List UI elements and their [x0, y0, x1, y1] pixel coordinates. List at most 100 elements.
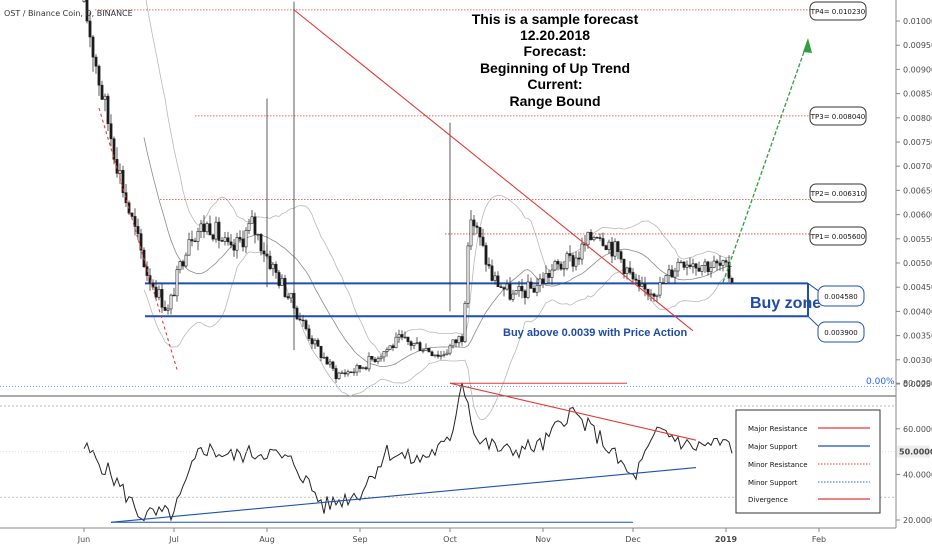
candle-down	[160, 289, 164, 308]
candle-down	[529, 281, 533, 289]
candle-up	[157, 289, 161, 298]
candle-down	[268, 255, 272, 270]
candle-up	[388, 345, 392, 350]
forecast-line: This is a sample forecast	[472, 11, 639, 27]
candle-up	[709, 267, 713, 273]
candle-up	[199, 223, 203, 232]
candle-up	[574, 257, 578, 267]
candle-up	[244, 230, 248, 248]
candle-down	[331, 361, 335, 369]
candle-down	[400, 334, 404, 338]
candle-up	[517, 286, 521, 291]
candle-down	[391, 345, 395, 349]
candle-up	[712, 260, 716, 268]
candle-down	[610, 241, 614, 257]
indicator-axis-tick-label: 40.0000	[903, 470, 932, 479]
candle-down	[85, 0, 89, 22]
buy-above-note: Buy above 0.0039 with Price Action	[503, 327, 687, 339]
candle-down	[688, 264, 692, 267]
candle-up	[247, 222, 251, 231]
candle-down	[181, 261, 185, 267]
price-axis-tick-label: 0.010000	[903, 17, 932, 26]
candle-down	[208, 223, 212, 236]
price-axis-tick-label: 0.008500	[903, 90, 932, 99]
candle-up	[415, 342, 419, 344]
candle-down	[310, 338, 314, 345]
price-axis-tick-label: 0.007500	[903, 138, 932, 147]
candle-down	[154, 286, 158, 298]
candle-down	[682, 261, 686, 268]
candle-up	[346, 371, 350, 375]
candle-up	[445, 352, 449, 355]
tp1-callout-box	[809, 226, 867, 246]
target-callouts: TP4= 0.010230 TP3= 0.008040 TP2= 0.00631…	[809, 1, 867, 343]
price-axis-tick-label: 0.003500	[903, 332, 932, 341]
level-lines	[0, 9, 896, 387]
candle-up	[439, 355, 443, 357]
candle-down	[652, 293, 656, 297]
time-axis-tick-label: 2019	[715, 535, 738, 544]
buy-zone-label: Buy zone	[750, 295, 821, 312]
legend-entry-minor-resistance: Minor Resistance	[748, 461, 808, 469]
candle-up	[169, 294, 173, 310]
candle-down	[541, 278, 545, 284]
candle-up	[640, 283, 644, 287]
candle-down	[475, 225, 479, 228]
legend-entry-minor-support: Minor Support	[748, 479, 798, 487]
candle-up	[535, 285, 539, 293]
candle-down	[604, 245, 608, 250]
candle-down	[502, 287, 506, 290]
price-axis-tick-label: 0.005000	[903, 259, 932, 268]
candle-up	[403, 336, 407, 339]
candle-up	[289, 292, 293, 299]
candle-up	[337, 372, 341, 379]
candle-down	[130, 212, 134, 217]
candle-up	[625, 267, 629, 274]
candle-up	[442, 354, 446, 356]
time-axis-tick-label: Dec	[625, 535, 640, 544]
candle-down	[523, 290, 527, 298]
candle-down	[277, 272, 281, 286]
candle-down	[508, 283, 512, 300]
zone-lower-callout-box	[817, 321, 865, 343]
candle-down	[193, 240, 197, 243]
candle-down	[430, 351, 434, 357]
candle-down	[718, 262, 722, 266]
candle-down	[232, 244, 236, 251]
candle-down	[358, 365, 362, 369]
candle-down	[286, 296, 290, 299]
candle-up	[322, 356, 326, 359]
candle-down	[301, 319, 305, 322]
candle-up	[676, 261, 680, 272]
candle-up	[703, 261, 707, 266]
candle-down	[730, 277, 734, 283]
candle-down	[373, 358, 377, 362]
legend-entry-major-support: Major Support	[748, 443, 798, 451]
tp2-callout-box	[809, 183, 867, 203]
candle-down	[436, 354, 440, 357]
price-axis-tick-label: 0.006000	[903, 211, 932, 220]
candlesticks	[82, 0, 734, 383]
candle-up	[448, 345, 452, 354]
candle-up	[280, 278, 284, 286]
candle-down	[571, 255, 575, 267]
price-axis-tick-label: 0.004500	[903, 283, 932, 292]
indicator-line	[83, 382, 733, 522]
candle-up	[379, 356, 383, 359]
candle-up	[457, 336, 461, 344]
forecast-line: Range Bound	[510, 93, 601, 109]
candle-up	[196, 231, 200, 242]
candle-down	[634, 278, 638, 281]
candle-up	[367, 355, 371, 370]
candle-down	[259, 234, 263, 252]
candle-up	[664, 275, 668, 284]
candle-down	[619, 251, 623, 260]
candle-up	[313, 339, 317, 345]
candle-down	[556, 261, 560, 265]
forecast-line: 12.20.2018	[520, 27, 590, 43]
price-axis-tick-label: 0.003000	[903, 356, 932, 365]
time-axis-tick-label: Oct	[443, 535, 457, 544]
candle-down	[343, 372, 347, 375]
candle-up	[424, 348, 428, 351]
